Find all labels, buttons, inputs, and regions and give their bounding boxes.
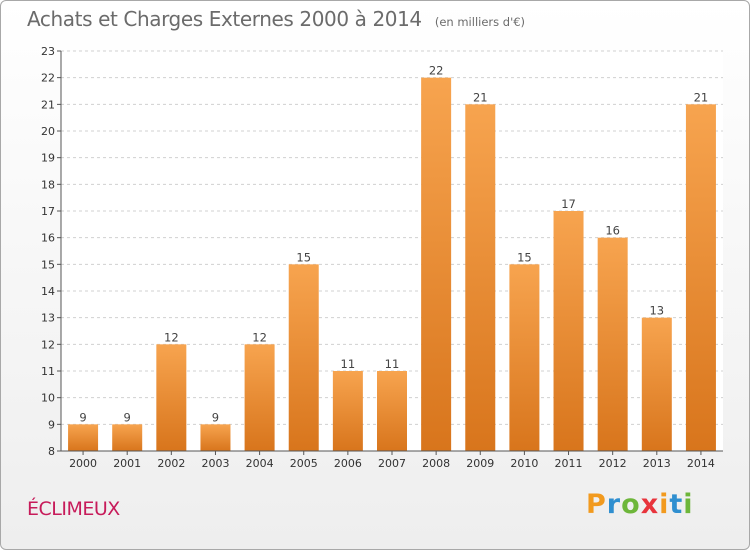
chart-subtitle: (en milliers d'€) — [434, 15, 526, 29]
y-tick-label: 22 — [41, 72, 55, 85]
data-label: 9 — [212, 410, 219, 424]
x-tick-label: 2000 — [69, 457, 97, 470]
y-tick-label: 14 — [41, 285, 55, 298]
x-tick-label: 2014 — [687, 457, 715, 470]
data-label: 12 — [164, 330, 179, 344]
y-tick-label: 21 — [41, 98, 55, 111]
x-tick-label: 2005 — [290, 457, 318, 470]
bar — [288, 264, 319, 451]
x-tick-label: 2001 — [113, 457, 141, 470]
data-label: 22 — [429, 64, 444, 78]
bar — [332, 371, 363, 451]
x-tick-label: 2008 — [422, 457, 450, 470]
y-tick-label: 8 — [48, 445, 55, 458]
bar — [641, 317, 672, 451]
y-tick-label: 13 — [41, 312, 55, 325]
logo-letter: x — [640, 489, 660, 520]
y-tick-label: 20 — [41, 125, 55, 138]
bar — [421, 77, 452, 452]
y-tick-label: 12 — [41, 338, 55, 351]
bar — [553, 211, 584, 451]
logo-letter: i — [683, 489, 694, 520]
logo-letter: i — [659, 489, 670, 520]
chart-title-main: Achats et Charges Externes 2000 à 2014 — [27, 7, 422, 31]
bar — [68, 424, 99, 451]
x-tick-label: 2009 — [466, 457, 494, 470]
bar — [597, 237, 628, 451]
x-tick-label: 2004 — [246, 457, 274, 470]
chart-title: Achats et Charges Externes 2000 à 2014 (… — [27, 7, 525, 31]
y-tick-label: 9 — [48, 418, 55, 431]
logo-letter: P — [586, 489, 607, 520]
data-label: 9 — [79, 410, 86, 424]
x-tick-label: 2011 — [555, 457, 583, 470]
data-label: 12 — [252, 330, 267, 344]
data-label: 11 — [341, 357, 356, 371]
y-tick-label: 18 — [41, 178, 55, 191]
data-label: 15 — [517, 250, 532, 264]
x-tick-label: 2002 — [157, 457, 185, 470]
y-tick-label: 15 — [41, 258, 55, 271]
data-label: 11 — [385, 357, 400, 371]
bar — [465, 104, 496, 451]
bar — [156, 344, 187, 451]
x-tick-label: 2007 — [378, 457, 406, 470]
x-tick-label: 2006 — [334, 457, 362, 470]
data-label: 13 — [649, 304, 664, 318]
data-label: 16 — [605, 224, 620, 238]
data-label: 15 — [296, 250, 311, 264]
bar — [244, 344, 275, 451]
bar — [509, 264, 540, 451]
data-label: 21 — [694, 90, 709, 104]
data-label: 9 — [124, 410, 131, 424]
bar — [112, 424, 143, 451]
bar — [377, 371, 407, 451]
y-tick-label: 17 — [41, 205, 55, 218]
x-tick-label: 2012 — [599, 457, 627, 470]
y-tick-label: 10 — [41, 392, 55, 405]
data-label: 17 — [561, 197, 576, 211]
y-tick-label: 19 — [41, 152, 55, 165]
bar — [685, 104, 716, 451]
proxiti-logo: Proxiti — [586, 489, 694, 520]
logo-letter: r — [606, 489, 622, 520]
logo-letter: t — [669, 489, 684, 520]
x-tick-label: 2010 — [510, 457, 538, 470]
data-label: 21 — [473, 90, 488, 104]
x-tick-label: 2003 — [201, 457, 229, 470]
logo-letter: o — [621, 489, 641, 520]
commune-name: ÉCLIMEUX — [27, 498, 120, 520]
y-tick-label: 16 — [41, 232, 55, 245]
bar — [200, 424, 231, 451]
y-tick-label: 23 — [41, 45, 55, 58]
x-tick-label: 2013 — [643, 457, 671, 470]
y-tick-label: 11 — [41, 365, 55, 378]
